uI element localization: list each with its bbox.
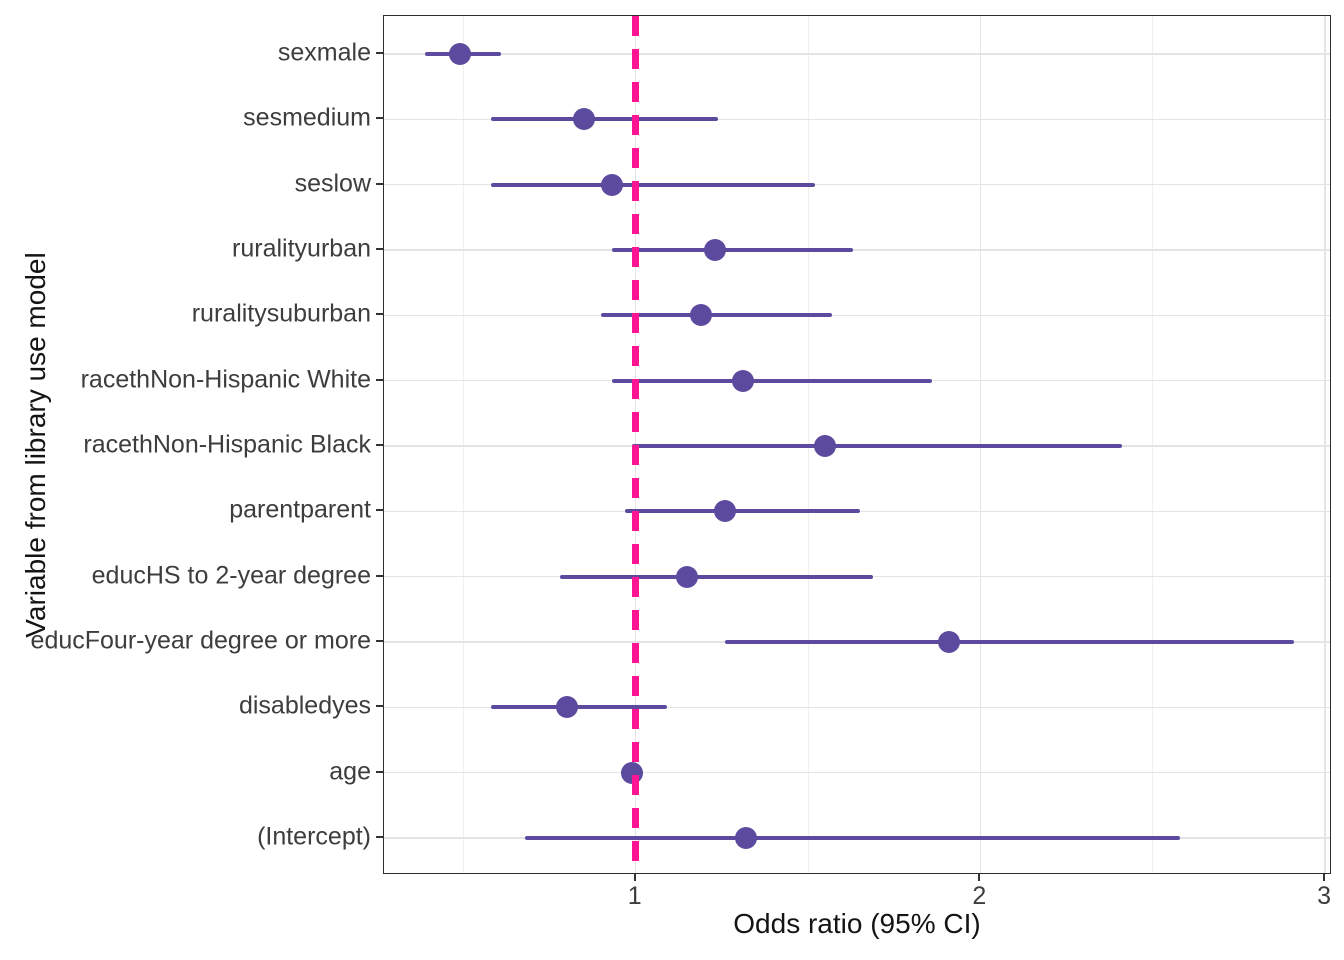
y-tick-mark	[376, 378, 383, 381]
y-tick-label: educHS to 2-year degree	[91, 561, 371, 590]
h-gridline	[384, 183, 1330, 186]
y-tick-mark	[376, 117, 383, 120]
y-tick-mark	[376, 705, 383, 708]
odds-ratio-point	[731, 369, 754, 392]
y-tick-mark	[376, 248, 383, 250]
y-tick-label: sesmedium	[243, 103, 371, 132]
odds-ratio-point	[690, 304, 713, 327]
x-tick-label: 1	[627, 882, 642, 910]
y-tick-label: sexmale	[277, 38, 371, 67]
y-tick-mark	[376, 182, 383, 185]
h-gridline	[384, 771, 1330, 774]
y-tick-mark	[376, 770, 383, 773]
ci-line	[559, 574, 874, 579]
y-tick-label: parentparent	[229, 495, 371, 524]
odds-ratio-point	[555, 696, 578, 719]
h-gridline	[384, 118, 1330, 121]
ci-line	[490, 182, 815, 187]
y-tick-mark	[376, 836, 383, 838]
v-gridline-minor	[1152, 16, 1154, 873]
x-tick-mark	[1323, 874, 1326, 881]
odds-ratio-point	[600, 173, 623, 196]
y-tick-mark	[376, 640, 383, 642]
y-tick-label: (Intercept)	[257, 822, 371, 851]
y-tick-label: racethNon-Hispanic Black	[83, 430, 371, 459]
ci-line	[625, 509, 860, 514]
h-gridline	[384, 314, 1330, 317]
y-tick-mark	[376, 509, 383, 512]
plot-panel	[383, 15, 1331, 874]
y-tick-mark	[376, 444, 383, 446]
y-tick-mark	[376, 313, 383, 316]
y-tick-label: educFour-year degree or more	[30, 626, 371, 655]
y-tick-label: age	[329, 757, 371, 786]
x-tick-label: 2	[972, 882, 987, 910]
ci-line	[611, 378, 933, 383]
ci-line	[525, 836, 1181, 840]
y-tick-label: seslow	[294, 169, 371, 198]
y-tick-label: racethNon-Hispanic White	[80, 365, 371, 394]
h-gridline	[384, 706, 1330, 709]
odds-ratio-point	[938, 631, 961, 653]
odds-ratio-point	[676, 565, 699, 588]
odds-ratio-point	[714, 500, 737, 523]
x-tick-mark	[978, 874, 981, 881]
reference-line-or-1	[632, 16, 640, 873]
x-axis-title: Odds ratio (95% CI)	[733, 908, 981, 939]
ci-line	[490, 705, 667, 710]
odds-ratio-point	[814, 435, 837, 457]
v-gridline-minor	[462, 16, 464, 873]
v-gridline-major	[1324, 16, 1326, 873]
odds-ratio-point	[448, 43, 471, 65]
odds-ratio-point	[572, 108, 595, 131]
h-gridline	[384, 249, 1330, 251]
ci-line	[611, 248, 853, 252]
data-layer	[384, 16, 1330, 873]
x-tick-mark	[633, 874, 636, 881]
y-tick-label: disabledyes	[238, 691, 371, 720]
y-tick-mark	[376, 52, 383, 54]
y-tick-label: ruralitysuburban	[191, 299, 371, 328]
odds-ratio-point	[734, 827, 757, 849]
odds-ratio-point	[703, 239, 726, 261]
ci-line	[601, 313, 833, 318]
y-tick-label: ruralityurban	[232, 234, 371, 263]
h-gridline	[384, 53, 1330, 55]
y-tick-mark	[376, 574, 383, 577]
x-tick-label: 3	[1317, 882, 1332, 910]
ci-line	[632, 444, 1122, 448]
ci-line	[490, 117, 719, 122]
ci-line	[725, 640, 1295, 644]
